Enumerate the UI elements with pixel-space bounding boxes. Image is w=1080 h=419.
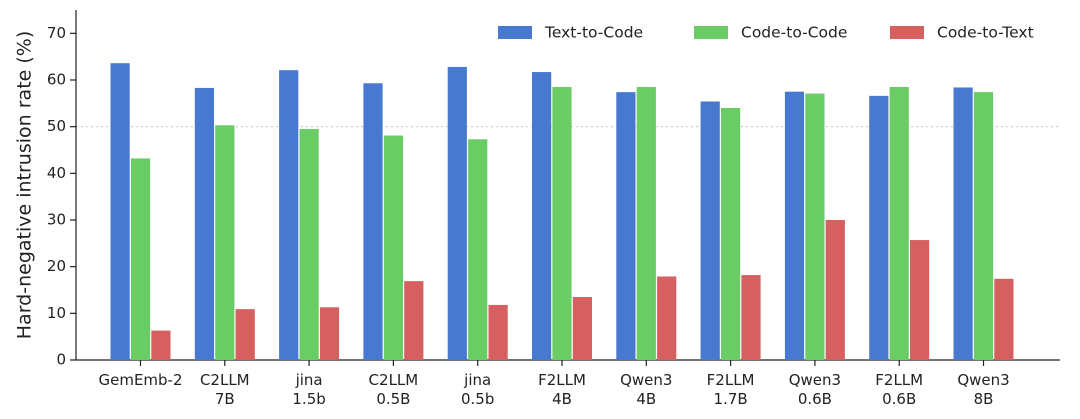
legend-swatch [694,26,728,39]
legend: Text-to-Code Code-to-Code Code-to-Text [498,24,1034,42]
x-tick-label-line: jina [295,371,323,389]
x-tick-label: jina 1.5b [292,371,325,408]
x-tick-label-line: 4B [552,390,572,408]
bar-text-to-code [784,91,805,361]
y-axis-title: Hard-negative intrusion rate (%) [14,31,36,339]
bar-code-to-code [636,87,656,360]
bar-code-to-text [825,220,845,360]
y-tick-label: 40 [47,164,66,182]
y-tick-label: 50 [47,117,66,135]
x-tick-label: GemEmb-2 [98,371,182,389]
legend-swatch [890,26,924,39]
x-tick-label: F2LLM 4B [538,371,586,408]
legend-label: Text-to-Code [544,24,643,42]
y-tick-label: 0 [56,351,66,369]
y-tick-label: 30 [47,211,66,229]
x-tick-label-line: 1.7B [714,390,748,408]
bar-text-to-code [953,87,973,360]
x-tick-label-line: F2LLM [875,371,923,389]
x-tick-label-line: 0.5B [376,390,410,408]
x-tick-label-line: GemEmb-2 [98,371,182,389]
x-tick-label: F2LLM 1.7B [707,371,755,408]
x-tick-label: jina 0.5b [461,371,494,408]
bar-text-to-code [700,101,720,360]
x-tick-label: Qwen3 0.6B [789,371,841,408]
x-tick-label-line: 0.5b [461,390,494,408]
legend-label: Code-to-Text [937,24,1034,42]
x-tick-label-line: Qwen3 [957,371,1009,389]
bar-code-to-text [910,240,930,360]
bar-text-to-code [616,92,636,360]
bar-code-to-code [299,129,319,360]
bar-text-to-code [363,83,383,361]
bar-code-to-text [151,330,171,360]
bar-text-to-code [110,63,130,360]
y-tick-label: 70 [47,24,66,42]
bar-code-to-text [657,276,677,360]
bar-code-to-code [130,158,151,360]
bar-code-to-code [552,87,572,360]
x-tick-label: Qwen3 8B [957,371,1009,408]
x-tick-label-line: C2LLM [200,371,250,389]
bar-code-to-text [404,281,424,360]
x-tick-label-line: F2LLM [707,371,755,389]
legend-swatch [498,26,532,39]
bar-code-to-code [973,92,994,360]
x-tick-label-line: 0.6B [798,390,832,408]
bar-code-to-text [488,304,508,360]
x-tick-label-line: C2LLM [369,371,419,389]
x-tick-label: C2LLM 0.5B [369,371,419,408]
x-tick-label-line: 1.5b [292,390,325,408]
y-tick-label: 20 [47,257,66,275]
y-tick-label: 60 [47,71,66,89]
bar-code-to-text [741,275,761,360]
x-tick-label-line: 4B [636,390,656,408]
x-tick-label: C2LLM 7B [200,371,250,408]
x-tick-label-line: Qwen3 [620,371,672,389]
bar-code-to-code [721,108,741,360]
bar-code-to-code [805,93,825,361]
x-tick-label-line: 7B [215,390,235,408]
x-tick-label: Qwen3 4B [620,371,672,408]
x-tick-label-line: 8B [974,390,994,408]
legend-label: Code-to-Code [741,24,847,42]
bar-text-to-code [869,95,889,360]
bar-code-to-code [215,125,235,361]
bar-text-to-code [279,70,299,360]
bar-code-to-text [319,307,340,360]
bar-text-to-code [447,66,467,360]
bar-code-to-text [235,309,255,360]
bar-text-to-code [532,72,552,361]
bar-code-to-text [994,278,1014,360]
x-tick-label-line: jina [463,371,491,389]
bar-code-to-text [572,297,592,360]
bar-text-to-code [194,87,214,360]
x-tick-label: F2LLM 0.6B [875,371,923,408]
x-tick-label-line: Qwen3 [789,371,841,389]
y-tick-label: 10 [47,304,66,322]
bar-code-to-code [383,135,403,360]
bar-code-to-code [468,139,488,360]
x-tick-label-line: F2LLM [538,371,586,389]
x-tick-label-line: 0.6B [882,390,916,408]
bar-code-to-code [889,87,909,360]
